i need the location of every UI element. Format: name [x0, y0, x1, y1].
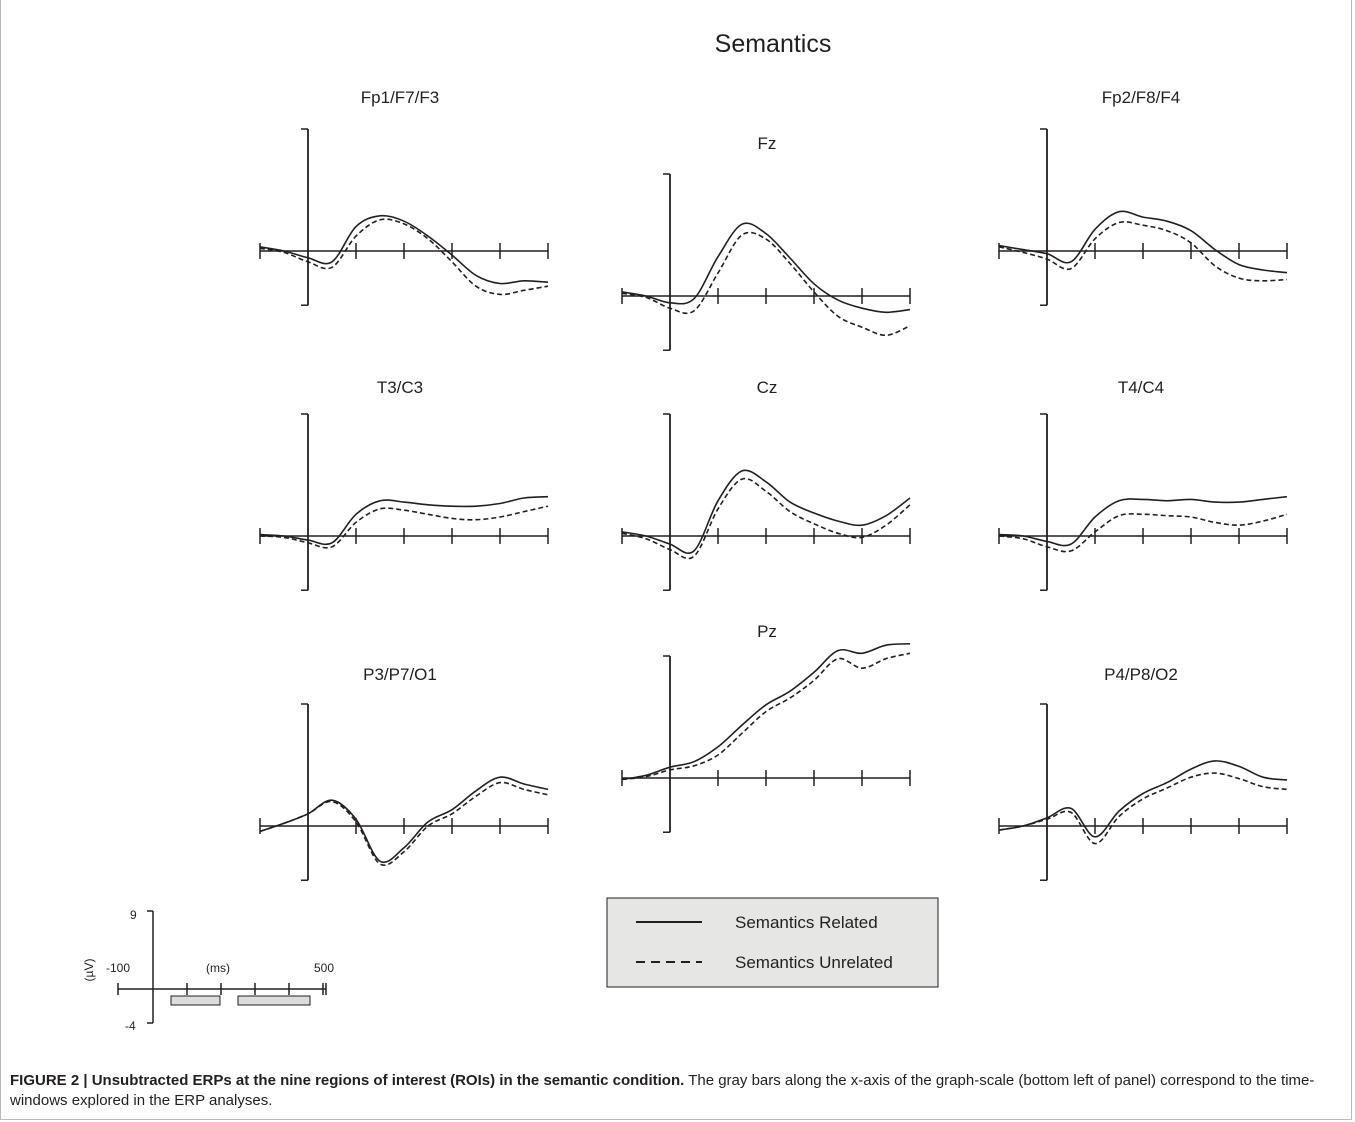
panels-group: Fp1/F7/F3 Fz Fp2/F8/F4 T3/C3 Cz T4/C4 P3/P7/O1… — [259, 88, 1288, 881]
erp-panel-cz: Cz — [621, 378, 911, 591]
series-related-line — [259, 214, 549, 285]
legend: Semantics Related Semantics Unrelated — [606, 897, 939, 988]
series-related-line — [998, 210, 1288, 274]
scale-y-bottom-label: -4 — [125, 1019, 136, 1033]
scale-x-left-label: -100 — [106, 961, 130, 975]
panel-title: Fz — [758, 134, 777, 153]
panel-title: Fp2/F8/F4 — [1102, 88, 1180, 107]
scale-x-right-label: 500 — [314, 961, 334, 975]
series-related-line — [621, 643, 911, 781]
erp-panel-p3-p7-o1: P3/P7/O1 — [259, 665, 549, 881]
legend-box — [606, 897, 939, 988]
scale-x-ticks — [117, 983, 327, 995]
caption-label: FIGURE 2 | Unsubtracted ERPs at the nine… — [10, 1072, 685, 1089]
series-related-line — [998, 760, 1288, 838]
series-related-line — [998, 495, 1288, 547]
panel-title: P4/P8/O2 — [1104, 665, 1178, 684]
panel-title: Fp1/F7/F3 — [361, 88, 439, 107]
erp-panel-fp2-f8-f4: Fp2/F8/F4 — [998, 88, 1288, 306]
series-unrelated-line — [621, 652, 911, 781]
series-related-line — [621, 222, 911, 314]
series-unrelated-line — [259, 218, 549, 296]
panel-title: Cz — [757, 378, 778, 397]
erp-panel-fz: Fz — [621, 134, 911, 351]
erp-panel-p4-p8-o2: P4/P8/O2 — [998, 665, 1288, 881]
series-related-line — [621, 469, 911, 555]
series-unrelated-line — [621, 477, 911, 560]
series-related-line — [259, 495, 549, 546]
scale-y-top-label: 9 — [130, 908, 137, 922]
panel-title: T4/C4 — [1118, 378, 1164, 397]
series-unrelated-line — [621, 231, 911, 337]
erp-figure: Semantics Fp1/F7/F3 Fz Fp2/F8/F4 T3/C3 Cz T4/… — [82, 30, 1288, 1033]
legend-related-label: Semantics Related — [735, 913, 878, 932]
figure-caption: FIGURE 2 | Unsubtracted ERPs at the nine… — [10, 1071, 1345, 1111]
panel-title: T3/C3 — [377, 378, 423, 397]
erp-panel-t4-c4: T4/C4 — [998, 378, 1288, 591]
series-unrelated-line — [259, 781, 549, 866]
erp-panel-pz: Pz — [621, 622, 911, 833]
scale-y-unit: (µV) — [82, 959, 96, 982]
figure-title: Semantics — [715, 30, 832, 58]
series-unrelated-line — [998, 513, 1288, 553]
caption-text: The gray bars along the x-axis of the gr… — [10, 1072, 1315, 1109]
panel-title: Pz — [757, 622, 777, 641]
series-unrelated-line — [998, 772, 1288, 845]
graph-scale: 9 -4 (µV) -100 (ms) 500 — [82, 908, 334, 1033]
series-unrelated-line — [259, 505, 549, 549]
scale-x-unit: (ms) — [206, 961, 230, 975]
time-window-bar-1 — [170, 995, 221, 1006]
erp-panel-fp1-f7-f3: Fp1/F7/F3 — [259, 88, 549, 306]
time-window-bar-2 — [237, 995, 311, 1006]
panel-title: P3/P7/O1 — [363, 665, 437, 684]
legend-unrelated-label: Semantics Unrelated — [735, 953, 893, 972]
erp-panel-t3-c3: T3/C3 — [259, 378, 549, 591]
series-unrelated-line — [998, 221, 1288, 282]
